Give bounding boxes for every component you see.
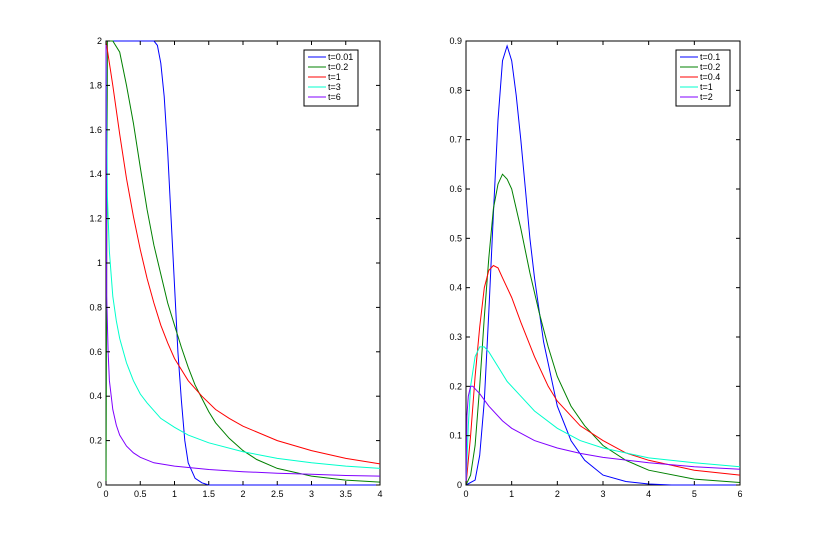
- axes-box: [465, 40, 741, 486]
- x-tick-label: 4: [377, 489, 382, 499]
- x-tick-label: 0: [463, 489, 468, 499]
- y-tick-label: 0.2: [89, 436, 102, 446]
- series-line-5: [465, 385, 741, 486]
- y-tick-label: 0.5: [449, 233, 462, 243]
- x-tick-label: 1: [509, 489, 514, 499]
- x-tick-label: 3: [600, 489, 605, 499]
- series-line-2: [105, 40, 381, 486]
- x-tick-label: 3: [309, 489, 314, 499]
- x-tick-label: 6: [737, 489, 742, 499]
- chart-2: 0 1 2 3 4 5 6 0 0.1 0.2 0.3 0.4 0.5 0.6 0.7 0.8 0.9 t=0.1…: [449, 36, 742, 499]
- legend-label: t=0.4: [700, 72, 720, 82]
- y-tick-label: 1.6: [89, 125, 102, 135]
- y-tick-label: 0: [97, 480, 102, 490]
- y-tick-label: 1.4: [89, 169, 102, 179]
- x-tick-label: 2: [555, 489, 560, 499]
- y-tick-label: 0.9: [449, 36, 462, 46]
- legend-label: t=2: [700, 92, 713, 102]
- y-tick-label: 1: [97, 258, 102, 268]
- x-tick-label: 1.5: [202, 489, 215, 499]
- y-tick-label: 0.6: [89, 347, 102, 357]
- legend-label: t=3: [328, 82, 341, 92]
- y-tick-label: 0.3: [449, 332, 462, 342]
- y-tick-label: 1.2: [89, 214, 102, 224]
- y-tick-label: 0.8: [89, 302, 102, 312]
- y-tick-label: 2: [97, 36, 102, 46]
- y-tick-label: 0.1: [449, 431, 462, 441]
- legend: t=0.01t=0.2t=1t=3t=6: [303, 49, 359, 107]
- y-tick-label: 1.8: [89, 80, 102, 90]
- legend-label: t=0.2: [700, 62, 720, 72]
- series-line-4: [465, 346, 741, 486]
- series-line-2: [465, 173, 741, 486]
- x-tick-label: 3.5: [339, 489, 352, 499]
- x-tick-label: 0.5: [134, 489, 147, 499]
- legend-label: t=1: [328, 72, 341, 82]
- chart-1: 0 0.5 1 1.5 2 2.5 3 3.5 4 0 0.2 0.4 0.6 0.8 1 1.2 1.4 1.6…: [89, 36, 382, 499]
- series-line-4: [105, 40, 381, 469]
- legend-label: t=1: [700, 82, 713, 92]
- legend-label: t=0.1: [700, 52, 720, 62]
- axes-box: [105, 40, 381, 486]
- y-tick-label: 0.6: [449, 184, 462, 194]
- x-tick-label: 0: [103, 489, 108, 499]
- y-tick-label: 0: [457, 480, 462, 490]
- y-tick-label: 0.4: [449, 283, 462, 293]
- legend-label: t=0.01: [328, 52, 353, 62]
- x-tick-label: 2.5: [271, 489, 284, 499]
- series-line-3: [105, 40, 381, 465]
- x-tick-label: 5: [692, 489, 697, 499]
- series-line-1: [106, 40, 380, 486]
- legend: t=0.1t=0.2t=0.4t=1t=2: [675, 49, 731, 107]
- y-tick-label: 0.2: [449, 381, 462, 391]
- y-tick-label: 0.7: [449, 135, 462, 145]
- x-tick-label: 2: [240, 489, 245, 499]
- series-line-3: [465, 264, 741, 486]
- series-line-5: [105, 40, 381, 477]
- y-tick-label: 0.8: [449, 85, 462, 95]
- series-line-1: [465, 44, 740, 486]
- x-tick-label: 4: [646, 489, 651, 499]
- legend-label: t=6: [328, 92, 341, 102]
- y-tick-label: 0.4: [89, 391, 102, 401]
- x-tick-label: 1: [172, 489, 177, 499]
- legend-label: t=0.2: [328, 62, 348, 72]
